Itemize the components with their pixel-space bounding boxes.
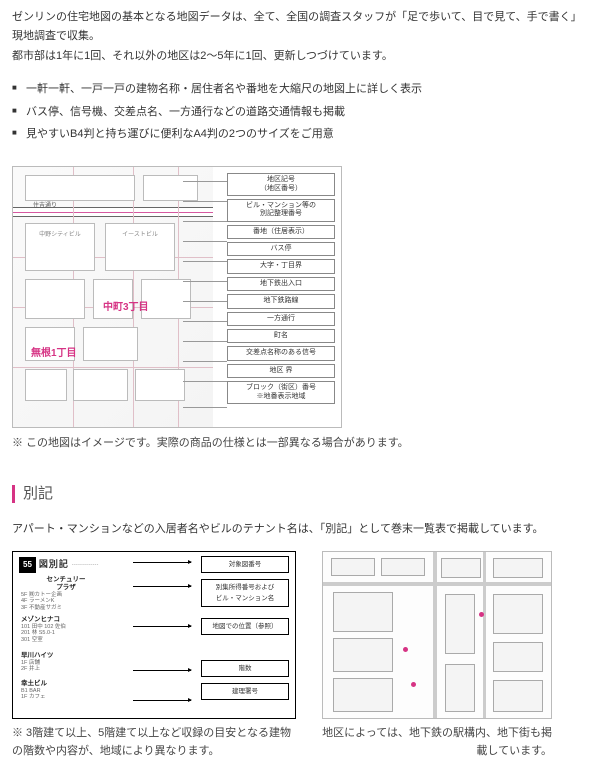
bekki-title: 図別記 bbox=[39, 557, 69, 572]
intro-text: ゼンリンの住宅地図の基本となる地図データは、全て、全国の調査スタッフが「足で歩い… bbox=[12, 8, 589, 66]
bekki-note: ※ 3階建て以上、5階建て以上など収録の目安となる建物の階数や内容が、地域により… bbox=[12, 725, 296, 760]
section-description: アパート・マンションなどの入居者名やビルのテナント名は、「別記」として巻末一覧表… bbox=[12, 520, 589, 539]
legend-item: ブロック（街区）番号※地番表示地域 bbox=[227, 381, 335, 404]
bekki-figure: 55 図別記 - - - - - - - - - - - - - センチュリープ… bbox=[12, 551, 296, 719]
section-title: 別記 bbox=[23, 481, 53, 507]
district-label: 無根1丁目 bbox=[31, 345, 77, 362]
bekki-legend: 別集所得番号およびビル・マンション名 bbox=[201, 579, 289, 607]
district-label: 中町3丁目 bbox=[103, 299, 149, 316]
legend-item: 交差点名称のある信号 bbox=[227, 346, 335, 360]
bekki-entry: メゾンヒナコ 101 田中 102 佐伯201 林 S5.0-1301 空室 bbox=[21, 616, 111, 644]
map-block bbox=[25, 175, 135, 201]
bullet-item: バス停、信号機、交差点名、一方通行などの道路交通情報も掲載 bbox=[12, 103, 589, 122]
street-label: 住吉通り bbox=[33, 201, 57, 211]
bekki-legend: 階数 bbox=[201, 660, 289, 677]
bekki-legend: 建理署号 bbox=[201, 683, 289, 700]
legend-item: 一方通行 bbox=[227, 312, 335, 326]
bullet-item: 見やすいB4判と持ち運びに便利なA4判の2つのサイズをご用意 bbox=[12, 125, 589, 144]
legend-item: 大字・丁目界 bbox=[227, 259, 335, 273]
legend-item: バス停 bbox=[227, 242, 335, 256]
intro-line-2: 都市部は1年に1回、それ以外の地区は2〜5年に1回、更新しつづけています。 bbox=[12, 47, 589, 66]
section-heading: 別記 bbox=[12, 481, 589, 507]
map-legend: 地区記号（地区番号） ビル・マンション等の別記整理番号 番地（住居表示） バス停… bbox=[227, 173, 335, 421]
map-note: ※ この地図はイメージです。実際の商品の仕様とは一部異なる場合があります。 bbox=[12, 434, 589, 453]
bekki-entry: センチュリープラザ 5F ㈱カトー企画4F ラーメンK3F 不動産サガミ bbox=[21, 576, 111, 611]
figure-row: 55 図別記 - - - - - - - - - - - - - センチュリープ… bbox=[12, 551, 589, 760]
legend-item: 地下鉄出入口 bbox=[227, 277, 335, 291]
legend-item: 町名 bbox=[227, 329, 335, 343]
legend-item: 地区 界 bbox=[227, 364, 335, 378]
legend-item: 地区記号（地区番号） bbox=[227, 173, 335, 196]
bullet-item: 一軒一軒、一戸一戸の建物名称・居住者名や番地を大縮尺の地図上に詳しく表示 bbox=[12, 80, 589, 99]
legend-item: 番地（住居表示） bbox=[227, 225, 335, 239]
bekki-legend: 対象図番号 bbox=[201, 556, 289, 573]
heading-bar-icon bbox=[12, 485, 15, 503]
map-image: 中野シティビル イーストビル 中町3丁目 無根1丁目 住吉通り bbox=[12, 166, 342, 428]
map-block bbox=[143, 175, 198, 201]
legend-item: 地下鉄路線 bbox=[227, 294, 335, 308]
bekki-header: 55 図別記 - - - - - - - - - - - - - bbox=[19, 557, 98, 573]
bekki-number: 55 bbox=[19, 557, 36, 573]
station-note: 地区によっては、地下鉄の駅構内、地下街も掲載しています。 bbox=[322, 725, 552, 760]
map-building: 中野シティビル bbox=[25, 223, 95, 271]
station-figure bbox=[322, 551, 552, 719]
bekki-legend: 地図での位置（参照） bbox=[201, 618, 289, 635]
map-figure: 中野シティビル イーストビル 中町3丁目 無根1丁目 住吉通り bbox=[12, 166, 589, 453]
feature-bullets: 一軒一軒、一戸一戸の建物名称・居住者名や番地を大縮尺の地図上に詳しく表示 バス停… bbox=[12, 80, 589, 144]
intro-line-1: ゼンリンの住宅地図の基本となる地図データは、全て、全国の調査スタッフが「足で歩い… bbox=[12, 8, 589, 45]
bekki-entry: 幸土ビル B1 BAR1F カフェ bbox=[21, 680, 111, 701]
bekki-entry: 早川ハイツ 1F 店舗2F 井上 bbox=[21, 652, 111, 673]
map-building: イーストビル bbox=[105, 223, 175, 271]
legend-item: ビル・マンション等の別記整理番号 bbox=[227, 199, 335, 222]
